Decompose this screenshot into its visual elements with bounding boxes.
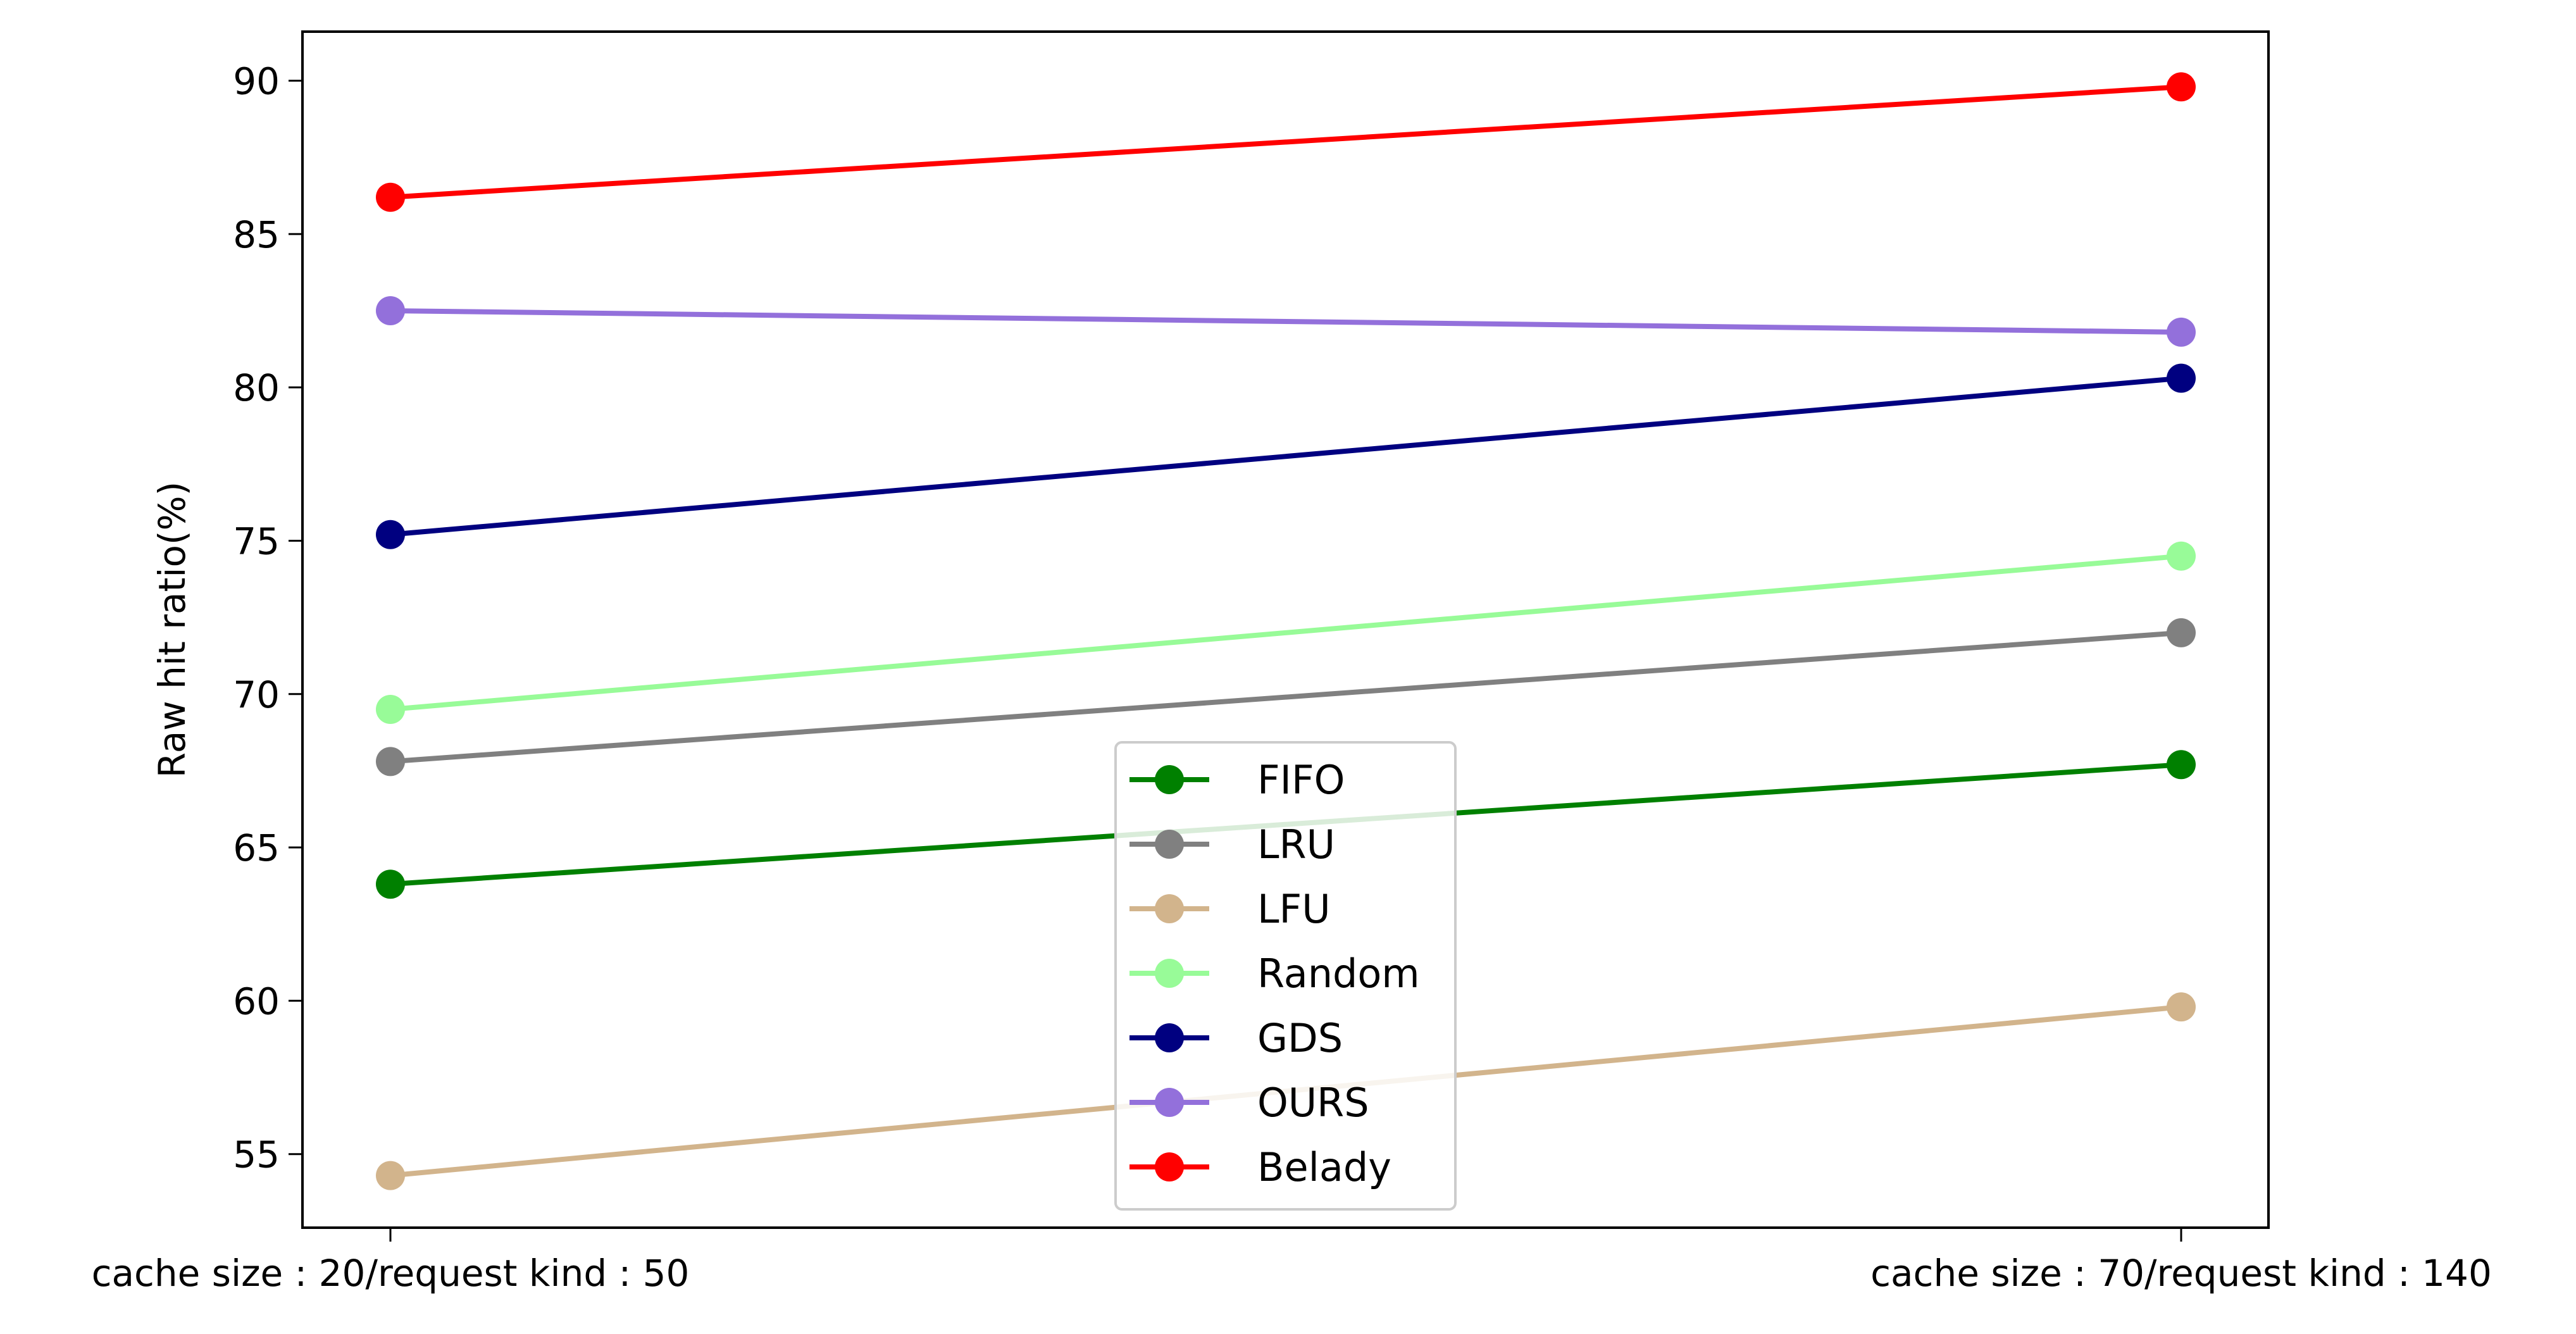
point-belady-1	[2167, 72, 2196, 102]
y-tick-label-80: 80	[233, 366, 280, 409]
plot-area: 55 60 65 70 75 80 85 90 cache size : 20/request …	[92, 30, 2492, 1295]
series-line-random	[390, 553, 2182, 712]
series-line-lru	[390, 630, 2182, 764]
point-ours-1	[2167, 317, 2196, 347]
legend-label-gds: GDS	[1257, 1015, 1343, 1061]
point-lfu-1	[2167, 992, 2196, 1022]
point-belady-0	[376, 182, 405, 212]
y-axis-title: Raw hit ratio(%)	[151, 482, 194, 778]
y-tick-label-60: 60	[233, 980, 280, 1023]
x-tick-label-0: cache size : 20/request kind : 50	[92, 1252, 690, 1295]
point-gds-1	[2167, 363, 2196, 393]
series-line-belady	[390, 84, 2182, 200]
legend-marker-random	[1155, 959, 1184, 988]
point-gds-0	[376, 520, 405, 549]
legend-label-lru: LRU	[1257, 821, 1335, 868]
point-lru-0	[376, 747, 405, 776]
legend-label-random: Random	[1257, 951, 1420, 997]
series-line-ours	[390, 308, 2182, 335]
legend-label-fifo: FIFO	[1257, 757, 1345, 803]
point-fifo-1	[2167, 750, 2196, 780]
point-fifo-0	[376, 870, 405, 899]
point-random-1	[2167, 541, 2196, 571]
x-tick-label-1: cache size : 70/request kind : 140	[1870, 1252, 2492, 1295]
plot-frame	[301, 30, 2270, 1229]
series-line-gds	[390, 375, 2182, 537]
legend-label-ours: OURS	[1257, 1080, 1369, 1126]
legend-marker-lfu	[1155, 894, 1184, 923]
legend-box	[1114, 741, 1457, 1211]
legend-marker-ours	[1155, 1088, 1184, 1117]
y-tick-label-90: 90	[233, 60, 280, 103]
legend-marker-lru	[1155, 830, 1184, 859]
y-tick-label-70: 70	[233, 673, 280, 716]
y-tick-label-85: 85	[233, 213, 280, 256]
legend-label-lfu: LFU	[1257, 886, 1331, 932]
y-tick-label-65: 65	[233, 826, 280, 870]
point-lfu-0	[376, 1161, 405, 1190]
legend-label-belady: Belady	[1257, 1144, 1391, 1190]
point-lru-1	[2167, 618, 2196, 647]
legend: FIFO LRU LFU Random GDS OURS Belady	[1114, 741, 1457, 1211]
point-random-0	[376, 695, 405, 724]
legend-marker-gds	[1155, 1023, 1184, 1052]
y-tick-label-55: 55	[233, 1133, 280, 1176]
legend-marker-fifo	[1155, 765, 1184, 794]
y-tick-label-75: 75	[233, 520, 280, 563]
point-ours-0	[376, 296, 405, 325]
legend-marker-belady	[1155, 1152, 1184, 1181]
